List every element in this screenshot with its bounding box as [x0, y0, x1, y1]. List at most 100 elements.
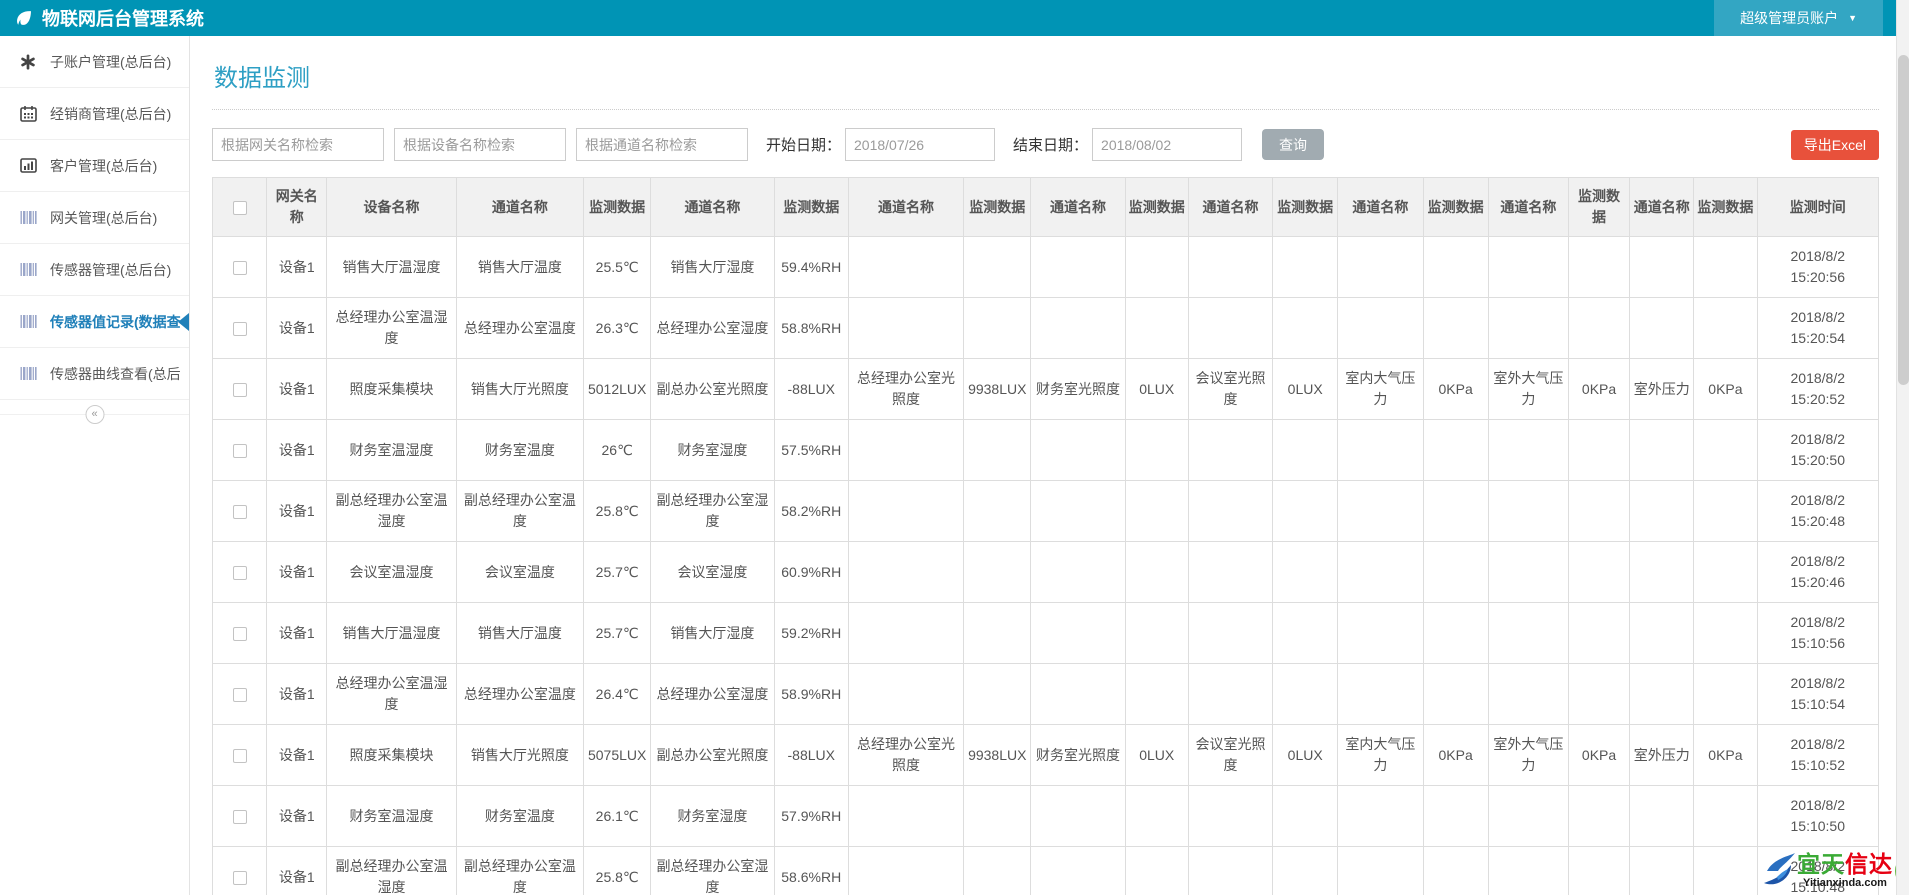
- cell-channel-value: [1567, 419, 1631, 481]
- row-checkbox[interactable]: [232, 809, 247, 824]
- sidebar-item-label: 客户管理(总后台): [50, 157, 158, 174]
- row-checkbox-cell: [211, 785, 268, 847]
- barcode-icon: [18, 262, 38, 277]
- column-header: 设备名称: [326, 177, 457, 237]
- sidebar-item-3[interactable]: 网关管理(总后台): [0, 192, 189, 244]
- column-header: 监测时间: [1756, 177, 1879, 237]
- cell-channel-value: 9938LUX: [963, 358, 1032, 420]
- cell-channel-value: 57.5%RH: [773, 419, 849, 481]
- cell-channel-value: [1124, 236, 1189, 298]
- cell-channel-name: [1487, 846, 1569, 895]
- table-row: 设备1 副总经理办公室温湿度 副总经理办公室温度 25.8℃ 副总经理办公室湿度 58.6…: [211, 846, 1879, 895]
- cell-channel-value: [1693, 846, 1758, 895]
- sidebar-item-label: 传感器曲线查看(总后: [50, 365, 181, 382]
- cell-channel-name: [1487, 602, 1569, 664]
- cell-channel-value: 0KPa: [1422, 724, 1489, 786]
- cell-time: 2018/8/2 15:10:54: [1756, 663, 1879, 725]
- sidebar-item-0[interactable]: 子账户管理(总后台): [0, 36, 189, 88]
- cell-channel-value: 9938LUX: [963, 724, 1032, 786]
- main-content: 数据监测 开始日期： 结束日期： 查询 导出Excel 网关名称设备名称通道名称…: [190, 36, 1909, 895]
- cell-channel-value: [1124, 541, 1189, 603]
- cell-gateway: 设备1: [266, 785, 328, 847]
- scrollbar-thumb[interactable]: [1898, 55, 1909, 385]
- table-row: 设备1 照度采集模块 销售大厅光照度 5012LUX 副总办公室光照度 -88LUX 总经理…: [211, 358, 1879, 420]
- end-date-input[interactable]: [1092, 128, 1243, 161]
- cell-channel-value: [1693, 419, 1758, 481]
- cell-channel-value: [1567, 541, 1631, 603]
- row-checkbox[interactable]: [232, 748, 247, 763]
- cell-channel-name: [1187, 297, 1274, 359]
- column-header: 监测数据: [963, 177, 1032, 237]
- cell-channel-name: [1030, 846, 1126, 895]
- account-menu[interactable]: 超级管理员账户 ▼: [1714, 0, 1883, 36]
- cell-channel-value: 0LUX: [1124, 724, 1189, 786]
- sidebar-item-1[interactable]: 经销商管理(总后台): [0, 88, 189, 140]
- row-checkbox[interactable]: [232, 382, 247, 397]
- cell-channel-value: [1272, 419, 1339, 481]
- cell-gateway: 设备1: [266, 541, 328, 603]
- vertical-scrollbar[interactable]: [1896, 0, 1909, 895]
- cell-channel-name: 财务室湿度: [650, 785, 775, 847]
- table-row: 设备1 副总经理办公室温湿度 副总经理办公室温度 25.8℃ 副总经理办公室湿度 58.2…: [211, 480, 1879, 542]
- sidebar-item-label: 传感器值记录(数据查: [50, 313, 181, 330]
- cell-channel-name: 总经理办公室湿度: [650, 663, 775, 725]
- cell-channel-name: [847, 663, 965, 725]
- row-checkbox[interactable]: [232, 626, 247, 641]
- row-checkbox[interactable]: [232, 687, 247, 702]
- sidebar-item-4[interactable]: 传感器管理(总后台): [0, 244, 189, 296]
- sidebar-item-label: 传感器管理(总后台): [50, 261, 172, 278]
- cell-channel-value: 26.3℃: [583, 297, 652, 359]
- start-date-input[interactable]: [845, 128, 996, 161]
- sidebar-item-label: 子账户管理(总后台): [50, 53, 172, 70]
- cell-channel-name: 室内大气压力: [1337, 724, 1424, 786]
- calendar-icon: [18, 105, 38, 122]
- account-label: 超级管理员账户: [1740, 10, 1839, 26]
- cell-device: 照度采集模块: [326, 358, 457, 420]
- cell-channel-name: [1187, 419, 1274, 481]
- row-checkbox-cell: [211, 480, 268, 542]
- row-checkbox[interactable]: [232, 870, 247, 885]
- cell-channel-name: 总经理办公室温度: [455, 663, 585, 725]
- gateway-search-input[interactable]: [212, 128, 384, 161]
- row-checkbox[interactable]: [232, 504, 247, 519]
- select-all-checkbox[interactable]: [232, 200, 247, 215]
- cell-channel-name: [1629, 785, 1695, 847]
- cell-channel-name: [1187, 785, 1274, 847]
- column-header: 通道名称: [1030, 177, 1126, 237]
- sidebar-item-2[interactable]: 客户管理(总后台): [0, 140, 189, 192]
- row-checkbox[interactable]: [232, 443, 247, 458]
- row-checkbox[interactable]: [232, 565, 247, 580]
- cell-channel-name: [1487, 785, 1569, 847]
- app-brand: 物联网后台管理系统: [0, 5, 204, 31]
- cell-channel-name: 室外大气压力: [1487, 724, 1569, 786]
- cell-channel-value: 26℃: [583, 419, 652, 481]
- search-button[interactable]: 查询: [1262, 129, 1325, 160]
- cell-device: 销售大厅温湿度: [326, 602, 457, 664]
- cell-time: 2018/8/2 15:20:46: [1756, 541, 1879, 603]
- cell-gateway: 设备1: [266, 358, 328, 420]
- cell-channel-value: [1693, 663, 1758, 725]
- device-search-input[interactable]: [394, 128, 566, 161]
- cell-channel-name: 销售大厅光照度: [455, 358, 585, 420]
- cell-channel-value: [963, 663, 1032, 725]
- export-excel-button[interactable]: 导出Excel: [1790, 129, 1879, 160]
- sidebar-item-5[interactable]: 传感器值记录(数据查: [0, 296, 189, 348]
- sidebar-item-6[interactable]: 传感器曲线查看(总后: [0, 348, 189, 400]
- cell-channel-name: 室内大气压力: [1337, 358, 1424, 420]
- table-row: 设备1 销售大厅温湿度 销售大厅温度 25.5℃ 销售大厅湿度 59.4%RH 2018/8…: [211, 236, 1879, 298]
- cell-channel-value: [1693, 297, 1758, 359]
- cell-channel-value: 58.9%RH: [773, 663, 849, 725]
- cell-channel-name: [1487, 297, 1569, 359]
- cell-channel-name: [1337, 419, 1424, 481]
- column-header: 通道名称: [455, 177, 585, 237]
- channel-search-input[interactable]: [576, 128, 748, 161]
- cell-channel-name: [847, 785, 965, 847]
- row-checkbox[interactable]: [232, 260, 247, 275]
- barcode-icon: [18, 366, 38, 381]
- collapse-toggle[interactable]: «: [85, 405, 104, 424]
- cell-time: 2018/8/2 15:10:56: [1756, 602, 1879, 664]
- row-checkbox[interactable]: [232, 321, 247, 336]
- end-date-label: 结束日期：: [1013, 137, 1089, 154]
- cell-channel-value: [1124, 663, 1189, 725]
- cell-channel-name: 会议室光照度: [1187, 358, 1274, 420]
